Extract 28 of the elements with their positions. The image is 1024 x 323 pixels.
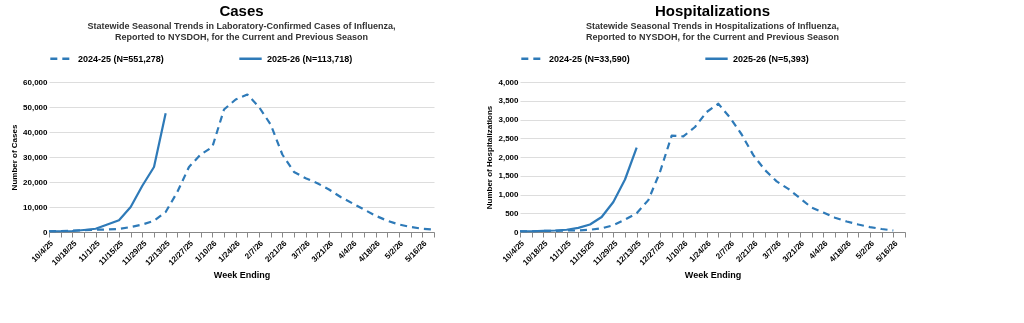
y-tick-label: 1,000 (498, 190, 520, 199)
y-tick-label: 3,000 (498, 115, 520, 124)
chart-subtitle: Statewide Seasonal Trends in Hospitalizations of Influenza, Reported to NYSDOH, for the Current and Previous Season (585, 21, 840, 42)
legend-label: 2024-25 (N=551,278) (78, 53, 164, 64)
x-axis-title: Week Ending (213, 270, 271, 281)
legend-label: 2024-25 (N=33,590) (549, 53, 630, 64)
legend-label: 2025-26 (N=113,718) (267, 53, 353, 64)
y-tick-label: 4,000 (498, 77, 520, 87)
y-tick-label: 40,000 (23, 127, 49, 137)
y-tick-label: 1,500 (498, 171, 520, 181)
x-axis-title: Week Ending (684, 270, 742, 281)
y-tick-label: 20,000 (23, 177, 49, 187)
legend-label: 2025-26 (N=5,393) (733, 53, 809, 64)
y-tick-label: 50,000 (23, 102, 49, 112)
y-tick-label: 500 (505, 208, 520, 218)
y-tick-label: 3,500 (498, 96, 520, 106)
chart-title: Hospitalizations (654, 2, 771, 19)
chart-title: Cases (219, 2, 264, 19)
y-tick-label: 0 (514, 227, 520, 237)
chart-subtitle: Statewide Seasonal Trends in Laboratory-Confirmed Cases of Influenza, Reported to NYSDOH, for the Current and Previous Season (87, 21, 396, 42)
y-tick-label: 0 (43, 227, 49, 237)
y-tick-label: 2,500 (498, 133, 520, 143)
y-tick-label: 60,000 (23, 77, 49, 87)
y-tick-label: 2,000 (498, 152, 520, 162)
y-axis-title: Number of Hospitalizations (485, 105, 495, 210)
y-tick-label: 10,000 (23, 202, 49, 212)
y-axis-title: Number of Cases (10, 124, 20, 191)
y-tick-label: 30,000 (23, 152, 49, 162)
